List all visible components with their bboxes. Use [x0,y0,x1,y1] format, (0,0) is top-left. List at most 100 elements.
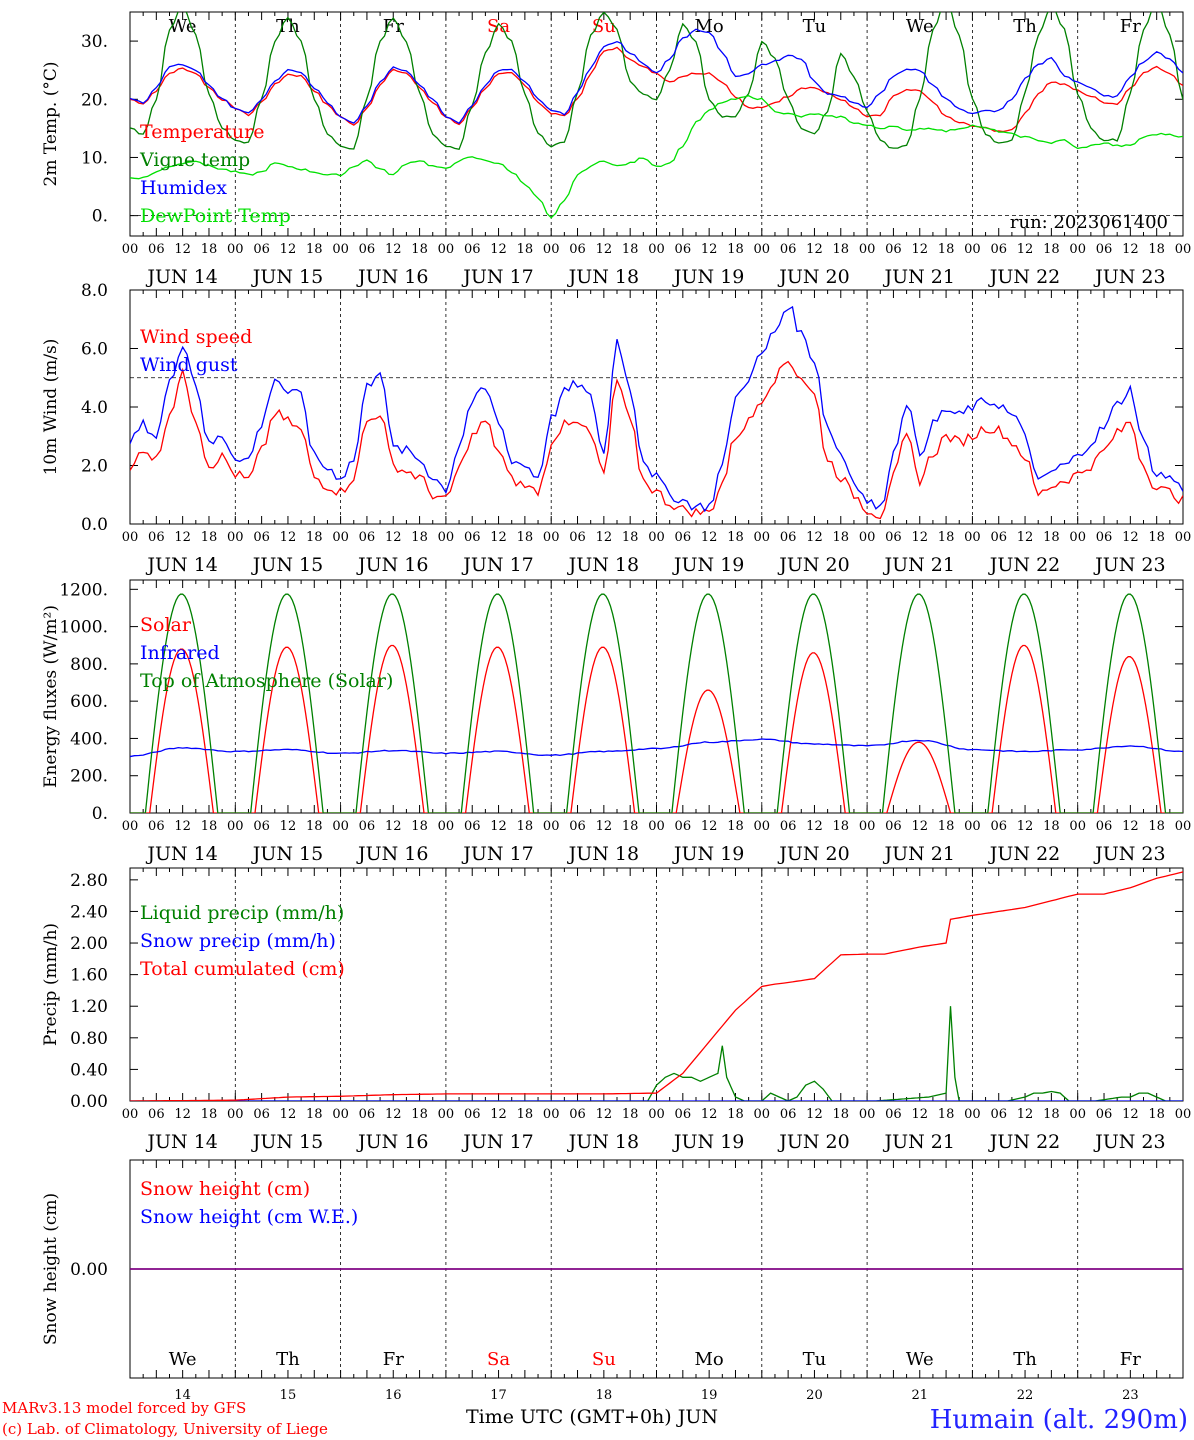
hour-tick-label: 18 [1148,1107,1165,1122]
hour-tick-label: 00 [227,1107,244,1122]
y-tick-label: 0.00 [70,1092,108,1112]
hour-tick-label: 18 [1043,530,1060,545]
date-label: JUN 18 [567,266,639,288]
hour-tick-label: 12 [596,530,613,545]
date-label: JUN 14 [145,843,217,865]
y-axis-label: 2m Temp. (°C) [41,61,61,186]
hour-tick-label: 18 [938,530,955,545]
hour-tick-label: 18 [938,819,955,834]
date-label: JUN 23 [1093,843,1165,865]
weekday-label: Fr [383,16,404,37]
hour-tick-label: 12 [174,819,191,834]
date-label: JUN 21 [883,843,955,865]
weekday-label: Fr [1120,16,1141,37]
hour-tick-label: 12 [490,1107,507,1122]
hour-tick-label: 18 [517,819,534,834]
hour-tick-label: 18 [201,819,218,834]
hour-tick-label: 12 [1017,530,1034,545]
hour-tick-label: 00 [438,242,455,257]
hour-tick-label: 12 [1122,1107,1139,1122]
weekday-label: Th [276,1349,300,1370]
series-line-dewpoint-temp [130,95,1183,219]
y-tick-label: 0.00 [70,1260,108,1280]
hour-tick-label: 06 [464,1107,481,1122]
hour-tick-label: 18 [517,1107,534,1122]
station-label: Humain (alt. 290m) [930,1405,1188,1435]
hour-tick-label: 18 [306,242,323,257]
hour-tick-label: 18 [1148,530,1165,545]
hour-tick-label: 12 [1017,1107,1034,1122]
hour-tick-label: 00 [122,530,139,545]
hour-tick-label: 12 [806,242,823,257]
hour-tick-label: 12 [490,530,507,545]
date-label: JUN 14 [145,266,217,288]
y-tick-label: 6.0 [81,340,108,360]
weekday-label: Th [1013,16,1037,37]
y-tick-label: 600. [70,692,108,712]
legend-entry: Liquid precip (mm/h) [140,902,344,924]
hour-tick-label: 18 [517,242,534,257]
hour-tick-label: 00 [543,530,560,545]
hour-tick-label: 06 [464,242,481,257]
hour-tick-label: 00 [227,819,244,834]
hour-tick-label: 06 [1096,1107,1113,1122]
date-label: JUN 18 [567,554,639,576]
weekday-label: Tu [803,16,827,37]
hour-tick-label: 06 [569,819,586,834]
y-tick-label: 8.0 [81,281,108,301]
hour-tick-label: 06 [148,819,165,834]
day-number-label: 23 [1122,1388,1139,1403]
hour-tick-label: 00 [543,242,560,257]
hour-tick-label: 06 [148,242,165,257]
plot-frame [129,11,1184,237]
weekday-label: Sa [487,1349,510,1370]
date-label: JUN 20 [777,554,849,576]
hour-tick-label: 18 [622,530,639,545]
hour-tick-label: 00 [332,242,349,257]
hour-tick-label: 12 [701,530,718,545]
y-axis-label: Energy fluxes (W/m²) [41,605,61,788]
hour-tick-label: 12 [490,819,507,834]
legend-entry: Solar [140,614,192,636]
y-axis-label: 10m Wind (m/s) [41,339,61,476]
hour-tick-label: 18 [411,819,428,834]
y-tick-label: 4.0 [81,398,108,418]
hour-tick-label: 00 [122,819,139,834]
y-tick-label: 1.20 [70,997,108,1017]
hour-tick-label: 00 [1069,242,1086,257]
hour-tick-label: 06 [1096,530,1113,545]
weekday-label: Su [592,1349,616,1370]
y-tick-label: 2.80 [70,871,108,891]
date-label: JUN 23 [1093,554,1165,576]
weekday-label: Fr [383,1349,404,1370]
hour-tick-label: 06 [780,819,797,834]
legend-entry: Snow precip (mm/h) [140,930,336,952]
weekday-label: Mo [695,1349,724,1370]
date-label: JUN 23 [1093,1131,1165,1153]
hour-tick-label: 06 [569,242,586,257]
legend-entry: Wind gust [140,354,238,376]
hour-tick-label: 18 [201,1107,218,1122]
hour-tick-label: 00 [543,819,560,834]
hour-tick-label: 18 [833,819,850,834]
day-number-label: 15 [280,1388,297,1403]
hour-tick-label: 12 [596,242,613,257]
hour-tick-label: 18 [938,1107,955,1122]
series-line-vigne-temp [130,12,1183,151]
series-line-wind-speed [130,360,1183,520]
hour-tick-label: 12 [1017,819,1034,834]
day-number-label: 22 [1017,1388,1034,1403]
date-label: JUN 19 [672,554,744,576]
hour-tick-label: 06 [253,1107,270,1122]
hour-tick-label: 06 [148,530,165,545]
date-label: JUN 18 [567,843,639,865]
date-label: JUN 19 [672,843,744,865]
hour-tick-label: 18 [517,530,534,545]
hour-tick-label: 00 [964,530,981,545]
hour-tick-label: 00 [332,819,349,834]
hour-tick-label: 12 [385,1107,402,1122]
weekday-label: We [169,1349,197,1370]
hour-tick-label: 00 [543,1107,560,1122]
hour-tick-label: 18 [1043,242,1060,257]
hour-tick-label: 06 [990,242,1007,257]
